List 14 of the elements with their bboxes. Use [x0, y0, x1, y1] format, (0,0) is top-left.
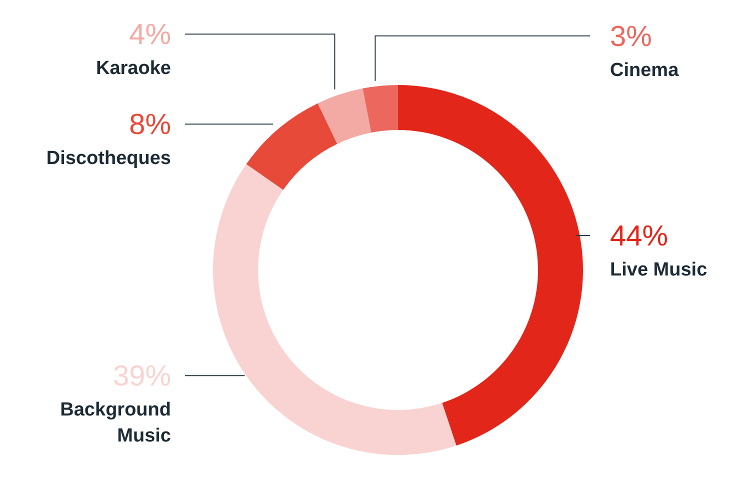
data-label: 8% — [129, 109, 171, 142]
slice-label: Cinema — [610, 60, 680, 81]
slice-label: Live Music — [610, 259, 708, 280]
donut-slice — [398, 85, 583, 446]
data-label: 3% — [610, 20, 652, 53]
slice-label: Discotheques — [46, 148, 171, 170]
data-label: 4% — [129, 19, 171, 52]
donut-slice — [246, 103, 338, 190]
donut-slice — [213, 164, 456, 455]
data-label: 44% — [610, 220, 668, 252]
slice-label: Background Music — [60, 400, 172, 447]
slice-label: Karaoke — [96, 58, 171, 80]
donut-slice — [362, 85, 398, 133]
donut-slice — [318, 88, 372, 144]
